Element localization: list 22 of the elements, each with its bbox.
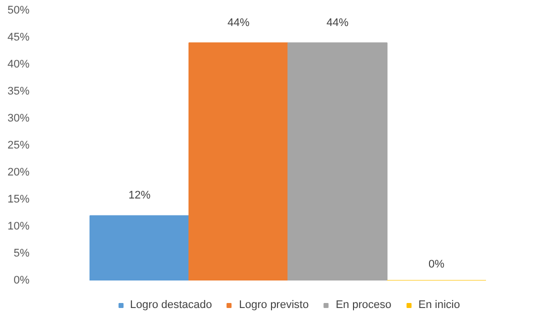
legend-label: En inicio [418,299,460,311]
legend-label: En proceso [336,299,392,311]
data-label: 12% [128,190,151,202]
data-label: 0% [428,258,445,270]
y-tick-label: 40% [7,58,30,70]
y-tick-label: 0% [14,274,30,286]
y-tick-label: 5% [14,248,30,260]
y-tick-label: 30% [7,112,30,124]
y-tick-label: 35% [7,86,30,98]
y-tick-label: 50% [7,4,30,16]
legend-label: Logro destacado [130,299,212,311]
bar [288,42,388,280]
y-tick-label: 15% [7,194,30,206]
y-tick-label: 45% [7,32,30,44]
bar [188,42,288,280]
bar [90,215,190,280]
y-tick-label: 10% [7,220,30,232]
data-label: 44% [227,16,250,29]
data-label: 44% [326,16,349,29]
y-tick-label: 20% [7,166,30,178]
y-tick-label: 25% [7,140,30,152]
legend-label: Logro previsto [239,299,309,311]
